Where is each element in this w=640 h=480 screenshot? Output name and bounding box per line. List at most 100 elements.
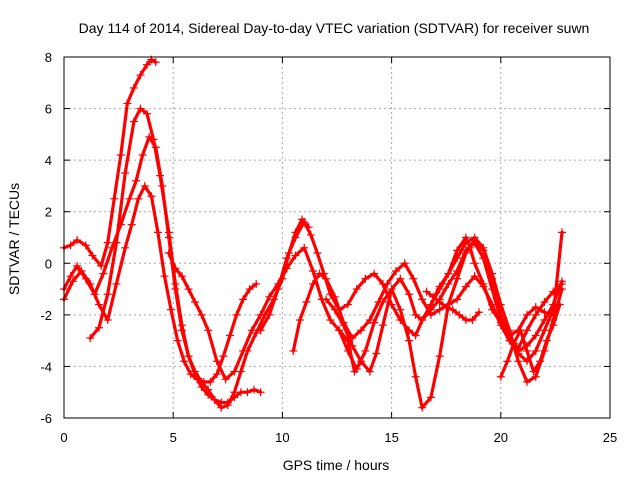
data-point [204, 326, 213, 335]
data-point [365, 367, 374, 376]
chart-title: Day 114 of 2014, Sidereal Day-to-day VTE… [79, 20, 590, 36]
data-point [121, 243, 130, 252]
series-track-10 [426, 228, 566, 340]
data-point [540, 326, 549, 335]
data-point [549, 321, 558, 330]
data-point [319, 269, 328, 278]
data-point [134, 194, 143, 203]
data-point [252, 279, 261, 288]
data-point [370, 269, 379, 278]
data-point [142, 60, 151, 69]
data-point [97, 261, 106, 270]
data-point [103, 290, 112, 299]
data-point [125, 194, 134, 203]
data-point [289, 346, 298, 355]
data-point [426, 393, 435, 402]
data-point [302, 297, 311, 306]
data-point [540, 308, 549, 317]
data-point [422, 287, 431, 296]
data-point [256, 310, 265, 319]
data-point [300, 218, 309, 227]
data-point [116, 220, 125, 229]
data-point [256, 326, 265, 335]
data-point [378, 279, 387, 288]
data-point [177, 326, 186, 335]
data-point [86, 279, 95, 288]
data-point [470, 272, 479, 281]
data-point [352, 365, 361, 374]
data-point [365, 316, 374, 325]
series-track-11 [496, 300, 564, 381]
data-point [542, 336, 551, 345]
data-point [514, 344, 523, 353]
data-point [252, 328, 261, 337]
data-point [418, 316, 427, 325]
data-point [387, 285, 396, 294]
data-point [210, 395, 219, 404]
data-point [193, 375, 202, 384]
data-point [411, 372, 420, 381]
data-point [121, 169, 130, 178]
data-point [212, 357, 221, 366]
data-point [177, 272, 186, 281]
data-point [212, 370, 221, 379]
data-point [217, 403, 226, 412]
data-point [153, 228, 162, 237]
data-point [239, 295, 248, 304]
data-series [60, 55, 566, 412]
data-point [230, 388, 239, 397]
data-point [232, 310, 241, 319]
data-point [540, 297, 549, 306]
data-point [140, 181, 149, 190]
y-tick-label: 4 [45, 153, 52, 168]
data-point [291, 233, 300, 242]
y-tick-label: 8 [45, 50, 52, 65]
y-tick-label: 0 [45, 256, 52, 271]
data-point [453, 274, 462, 283]
data-point [265, 310, 274, 319]
data-point [274, 285, 283, 294]
y-tick-label: -2 [40, 308, 52, 323]
series-line [88, 106, 263, 405]
data-point [147, 192, 156, 201]
data-point [219, 352, 228, 361]
data-point [225, 331, 234, 340]
data-point [444, 279, 453, 288]
data-point [94, 300, 103, 309]
data-point [496, 310, 505, 319]
data-point [448, 305, 457, 314]
data-point [129, 117, 138, 126]
data-point [191, 297, 200, 306]
data-point [129, 83, 138, 92]
data-point [453, 246, 462, 255]
data-point [496, 372, 505, 381]
data-point [94, 323, 103, 332]
data-point [396, 305, 405, 314]
data-point [461, 282, 470, 291]
series-track-5 [164, 243, 359, 384]
data-point [536, 357, 545, 366]
data-point [378, 297, 387, 306]
data-point [357, 326, 366, 335]
data-point [405, 336, 414, 345]
series-track-4 [60, 181, 261, 386]
data-point [391, 267, 400, 276]
x-tick-label: 0 [60, 430, 67, 445]
data-point [171, 285, 180, 294]
data-point [73, 236, 82, 245]
data-point [295, 316, 304, 325]
data-point [468, 316, 477, 325]
data-point [523, 346, 532, 355]
y-tick-label: 6 [45, 102, 52, 117]
data-point [243, 388, 252, 397]
data-point [330, 305, 339, 314]
data-point [322, 295, 331, 304]
data-point [531, 372, 540, 381]
data-point [282, 254, 291, 263]
data-point [470, 236, 479, 245]
data-point [221, 375, 230, 384]
data-point [186, 370, 195, 379]
data-point [191, 367, 200, 376]
data-point [245, 285, 254, 294]
